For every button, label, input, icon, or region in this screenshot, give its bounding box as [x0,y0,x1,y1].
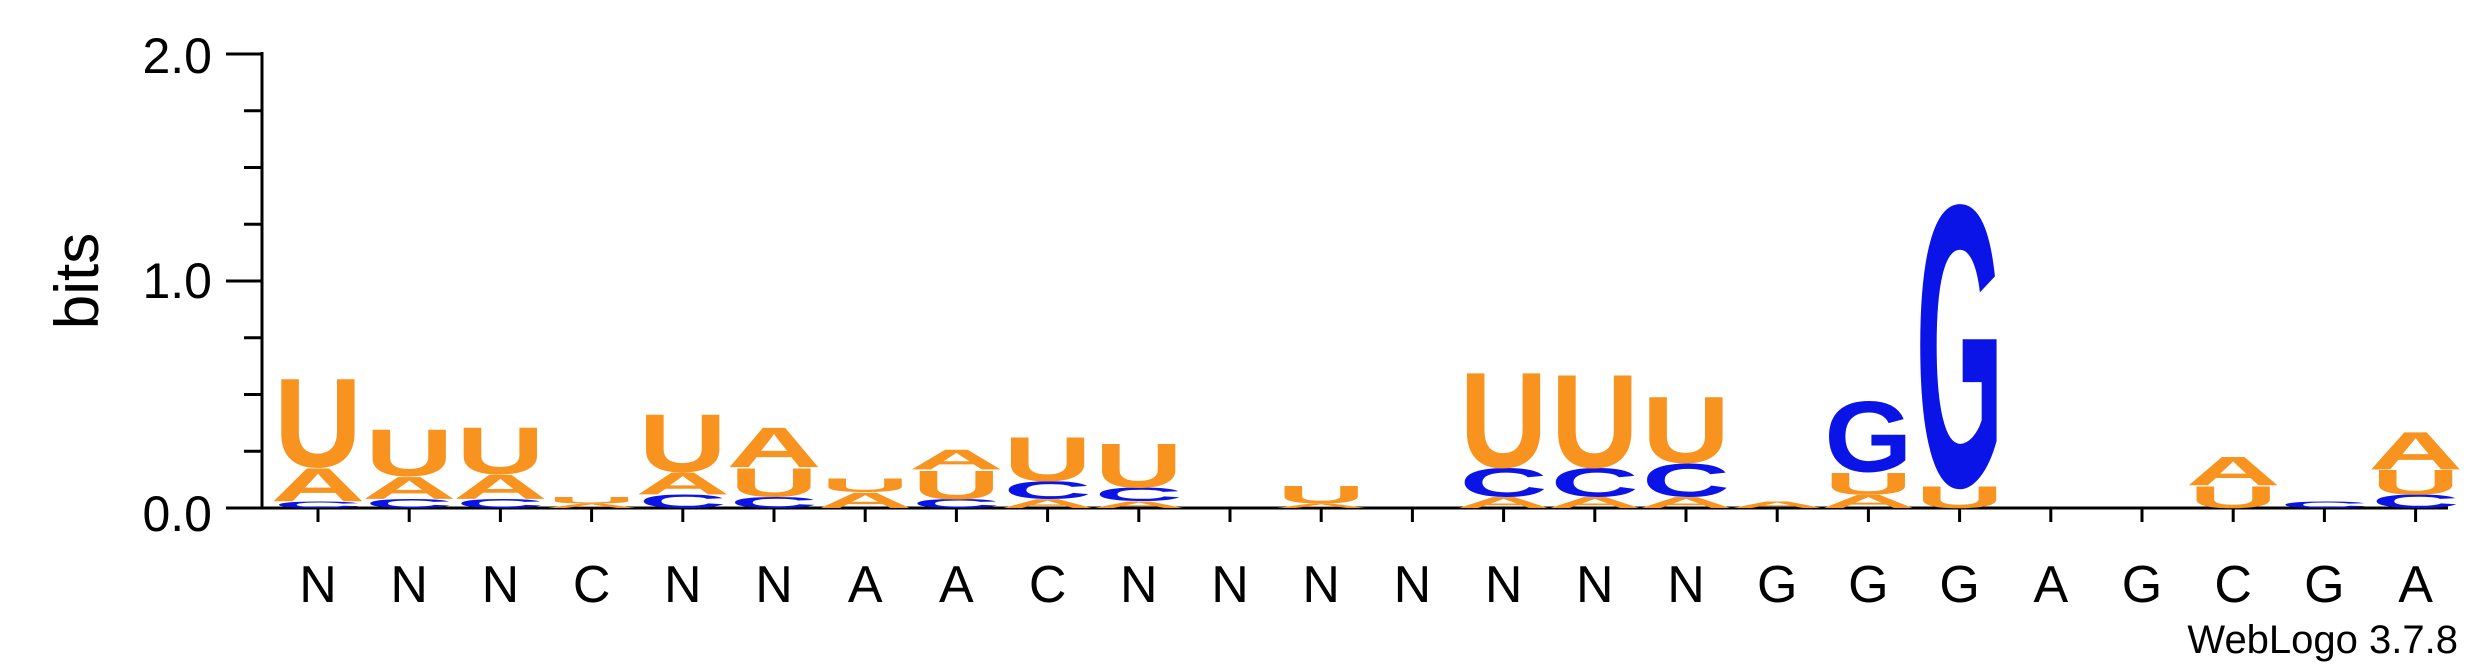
consensus-label-8: A [939,556,974,614]
logo-letter-A-pos2: A [362,471,457,506]
logo-letter-C-pos2: C [365,497,453,511]
logo-letter-A-pos1: A [270,459,365,512]
consensus-label-1: N [299,556,337,614]
x-ticks [316,508,2418,522]
logo-letter-U-pos8: U [912,462,1000,508]
logo-letter-U-pos16: U [1642,377,1730,483]
logo-letter-C-pos10: C [1095,484,1183,505]
logo-letter-C-pos14: C [1460,460,1548,506]
y-tick-label-1: 1.0 [142,253,212,309]
logo-letter-C-pos15: C [1551,460,1639,506]
logo-letter-C-pos3: C [456,497,544,511]
logo-letter-C-pos23: C [2280,500,2368,511]
consensus-label-4: C [573,556,611,614]
consensus-label-24: A [2398,556,2433,614]
logo-letter-A-pos3: A [453,468,548,507]
consensus-label-17: G [1757,556,1797,614]
y-tick-labels: 0.0 1.0 2.0 [142,28,212,542]
logo-letter-U-pos2: U [365,416,453,491]
logo-letter-U-pos4: U [548,495,636,506]
y-ticks [226,52,262,510]
logo-letter-A-pos22: A [2186,448,2281,494]
logo-letter-C-pos9: C [1004,476,1092,505]
consensus-label-15: N [1576,556,1614,614]
consensus-label-14: N [1485,556,1523,614]
logo-letter-C-pos1: C [274,500,362,511]
logo-letter-A-pos18: A [1821,491,1916,512]
consensus-label-5: N [664,556,702,614]
logo-letter-C-pos5: C [639,491,727,512]
logo-letter-A-pos6: A [726,415,821,479]
logo-letter-U-pos18: U [1824,466,1912,502]
logo-letter-A-pos15: A [1547,494,1642,512]
consensus-label-18: G [1848,556,1888,614]
consensus-label-20: A [2033,556,2068,614]
consensus-label-23: G [2304,556,2344,614]
consensus-label-7: A [848,556,883,614]
weblogo-credit: WebLogo 3.7.8 [2187,618,2458,662]
logo-letter-A-pos8: A [909,444,1004,476]
logo-letter-C-pos24: C [2372,491,2460,512]
logo-letter-C-pos6: C [730,494,818,512]
consensus-label-12: N [1302,556,1340,614]
y-tick-label-2: 2.0 [142,28,212,84]
logo-letter-A-pos12: A [1274,502,1369,509]
logo-letter-A-pos24: A [2368,421,2463,481]
y-tick-label-0: 0.0 [142,486,212,542]
y-axis-label: bits [43,233,112,329]
logo-letter-U-pos10: U [1095,430,1183,501]
logo-letter-C-pos16: C [1642,453,1730,506]
logo-letter-U-pos12: U [1277,480,1365,509]
logo-letter-A-pos17: A [1730,499,1825,510]
logo-letter-U-pos24: U [2372,463,2460,502]
logo-letter-G-pos19: G [1916,120,2004,571]
logo-letter-A-pos9: A [1000,496,1095,510]
logo-letter-G-pos18: G [1824,380,1912,493]
logo-letter-U-pos9: U [1004,423,1092,494]
consensus-label-10: N [1120,556,1158,614]
logo-letter-A-pos4: A [544,502,639,509]
logo-letter-U-pos1: U [274,353,362,495]
logo-letter-A-pos10: A [1091,499,1186,510]
logo-letter-U-pos15: U [1551,347,1639,496]
logo-letter-U-pos3: U [456,414,544,489]
logo-letter-U-pos19: U [1916,479,2004,515]
logo-letter-A-pos16: A [1638,494,1733,512]
consensus-label-13: N [1394,556,1432,614]
logo-letter-A-pos7: A [818,488,913,513]
consensus-label-22: C [2214,556,2252,614]
logo-letter-A-pos14: A [1456,494,1551,512]
consensus-label-11: N [1211,556,1249,614]
consensus-label-2: N [390,556,428,614]
consensus-label-6: N [755,556,793,614]
logo-letter-U-pos7: U [821,475,909,496]
logo-letter-U-pos5: U [639,398,727,490]
logo-letter-C-pos8: C [912,497,1000,511]
logo-letter-U-pos6: U [730,460,818,506]
logo-letter-A-pos5: A [635,466,730,501]
logo-letter-U-pos22: U [2189,479,2277,515]
consensus-label-19: G [1939,556,1979,614]
logo-letter-U-pos14: U [1460,345,1548,497]
consensus-label-3: N [482,556,520,614]
consensus-label-9: C [1029,556,1067,614]
consensus-label-16: N [1667,556,1705,614]
consensus-label-21: G [2122,556,2162,614]
